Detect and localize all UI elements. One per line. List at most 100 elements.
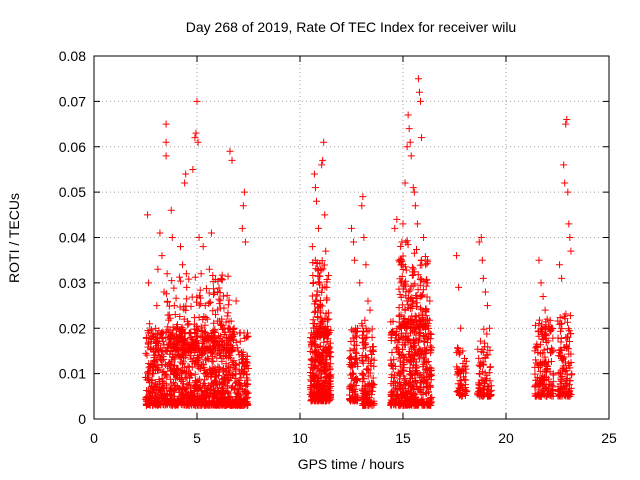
data-point bbox=[364, 357, 372, 365]
data-point bbox=[243, 362, 251, 370]
data-point bbox=[229, 344, 237, 352]
data-point bbox=[409, 300, 417, 308]
data-point bbox=[195, 234, 203, 241]
data-point bbox=[229, 361, 237, 369]
data-point bbox=[227, 384, 235, 392]
data-point bbox=[478, 256, 486, 264]
data-point bbox=[308, 340, 316, 348]
data-point bbox=[207, 372, 215, 380]
data-point bbox=[218, 315, 226, 323]
data-point bbox=[199, 350, 207, 358]
data-point bbox=[534, 328, 542, 336]
data-point bbox=[237, 374, 245, 382]
data-point bbox=[203, 337, 211, 345]
data-point bbox=[195, 301, 203, 309]
data-point bbox=[196, 375, 204, 383]
data-point bbox=[478, 368, 486, 376]
data-point bbox=[406, 357, 414, 365]
data-point bbox=[167, 380, 175, 388]
data-point bbox=[420, 369, 428, 377]
data-point bbox=[224, 301, 232, 309]
data-point bbox=[395, 336, 403, 344]
data-point bbox=[170, 284, 178, 292]
data-point bbox=[535, 316, 543, 324]
data-point bbox=[388, 330, 396, 338]
data-point bbox=[170, 353, 178, 361]
data-point bbox=[191, 134, 199, 142]
data-point bbox=[222, 371, 230, 379]
data-point bbox=[200, 393, 208, 401]
data-point bbox=[144, 211, 152, 219]
data-point bbox=[208, 334, 216, 342]
data-point bbox=[389, 397, 397, 405]
data-point bbox=[543, 361, 551, 369]
data-point bbox=[235, 367, 243, 375]
data-point bbox=[351, 376, 359, 384]
data-point bbox=[543, 362, 551, 370]
data-point bbox=[210, 366, 218, 374]
data-point bbox=[348, 224, 355, 232]
data-point bbox=[158, 351, 166, 359]
data-point bbox=[426, 342, 434, 350]
data-point bbox=[401, 179, 409, 187]
data-point bbox=[224, 272, 232, 280]
data-point bbox=[189, 341, 197, 349]
data-point bbox=[562, 344, 570, 352]
data-point bbox=[539, 390, 547, 398]
data-point bbox=[314, 313, 322, 321]
data-point bbox=[538, 380, 546, 388]
data-point bbox=[214, 306, 222, 314]
data-point bbox=[474, 391, 482, 399]
data-point bbox=[417, 256, 425, 264]
data-point bbox=[307, 356, 315, 364]
data-point bbox=[399, 352, 407, 360]
data-point bbox=[318, 161, 326, 169]
data-point bbox=[475, 354, 483, 362]
data-point bbox=[414, 401, 422, 409]
data-point bbox=[244, 381, 252, 389]
data-point bbox=[146, 320, 154, 328]
data-point bbox=[350, 338, 358, 346]
data-point bbox=[189, 398, 197, 406]
data-point bbox=[166, 361, 174, 369]
data-point bbox=[398, 367, 406, 375]
data-point bbox=[178, 399, 186, 407]
data-point bbox=[557, 327, 565, 335]
data-point bbox=[224, 344, 232, 352]
data-point bbox=[396, 370, 404, 378]
data-point bbox=[208, 386, 216, 394]
data-point bbox=[412, 245, 420, 253]
x-tick-label: 5 bbox=[193, 430, 201, 446]
data-point bbox=[396, 291, 404, 299]
data-point bbox=[206, 401, 214, 409]
data-point bbox=[422, 324, 430, 332]
data-point bbox=[182, 270, 190, 278]
data-point bbox=[393, 215, 401, 223]
data-point bbox=[309, 316, 317, 324]
data-point bbox=[557, 352, 565, 360]
data-point bbox=[414, 369, 422, 377]
data-point bbox=[401, 320, 409, 328]
data-point bbox=[409, 265, 417, 273]
data-point bbox=[154, 390, 162, 398]
data-point bbox=[393, 325, 401, 333]
data-point bbox=[309, 271, 317, 279]
data-point bbox=[533, 342, 541, 350]
data-point bbox=[308, 292, 316, 300]
y-tick-label: 0.02 bbox=[59, 320, 86, 336]
data-point bbox=[532, 381, 540, 389]
data-point bbox=[184, 321, 192, 329]
data-point bbox=[405, 315, 413, 323]
data-point bbox=[182, 306, 190, 314]
data-point bbox=[428, 393, 436, 401]
data-point bbox=[221, 394, 229, 402]
data-point bbox=[368, 325, 376, 333]
data-point bbox=[161, 401, 169, 409]
y-tick-label: 0.03 bbox=[59, 275, 86, 291]
data-point bbox=[162, 370, 170, 378]
data-point bbox=[215, 295, 223, 303]
data-point bbox=[168, 234, 176, 241]
data-point bbox=[417, 97, 425, 105]
data-point bbox=[351, 332, 359, 340]
data-point bbox=[174, 347, 182, 355]
